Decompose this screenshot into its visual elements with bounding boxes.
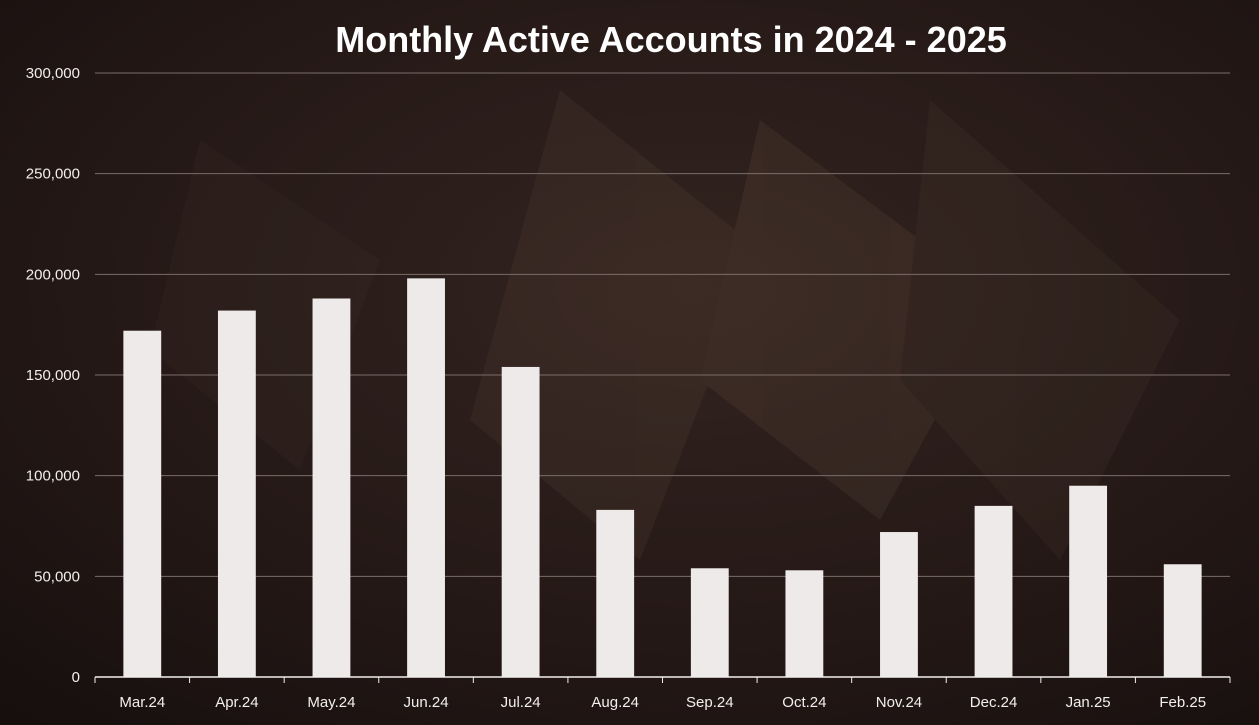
- y-tick-label: 250,000: [26, 166, 80, 183]
- bar-oct-24: [785, 570, 824, 677]
- y-tick-label: 0: [72, 669, 80, 686]
- y-axis-ticks: 0 50,000 100,000 150,000 200,000 250,000 300,0…: [26, 65, 80, 686]
- x-tick-label: May.24: [307, 694, 355, 711]
- x-tick-label: Mar.24: [119, 694, 165, 711]
- bar-feb-25: [1163, 564, 1202, 677]
- bar-jun-24: [407, 278, 445, 677]
- bar-mar-24: [123, 330, 162, 677]
- x-tick-label: Oct.24: [782, 694, 826, 711]
- bar-aug-24: [596, 509, 635, 677]
- x-tick-label: Sep.24: [686, 694, 734, 711]
- x-tick-label: Jun.24: [404, 694, 449, 711]
- x-tick-label: Nov.24: [876, 694, 922, 711]
- x-tick-label: Jan.25: [1066, 694, 1111, 711]
- x-tick-label: Jul.24: [501, 694, 541, 711]
- bar-may-24: [312, 298, 351, 677]
- y-tick-label: 100,000: [26, 468, 80, 485]
- bar-jul-24: [501, 366, 540, 677]
- x-tick-label: Dec.24: [970, 694, 1018, 711]
- bar-jan-25: [1069, 485, 1108, 677]
- bar-dec-24: [974, 505, 1013, 677]
- bar-apr-24: [217, 310, 256, 677]
- x-axis-ticks: Mar.24 Apr.24 May.24 Jun.24 Jul.24 Aug.24 Sep.…: [94, 677, 1231, 711]
- y-tick-label: 200,000: [26, 266, 80, 283]
- y-tick-label: 50,000: [34, 568, 80, 585]
- x-tick-label: Apr.24: [215, 694, 258, 711]
- chart-title: Monthly Active Accounts in 2024 - 2025: [335, 19, 1007, 60]
- x-tick-label: Feb.25: [1159, 694, 1206, 711]
- bars: [123, 278, 1202, 677]
- bar-sep-24: [690, 568, 729, 677]
- grid-lines: [95, 72, 1230, 577]
- bar-nov-24: [880, 532, 918, 677]
- y-tick-label: 150,000: [26, 367, 80, 384]
- x-tick-label: Aug.24: [591, 694, 639, 711]
- y-tick-label: 300,000: [26, 65, 80, 82]
